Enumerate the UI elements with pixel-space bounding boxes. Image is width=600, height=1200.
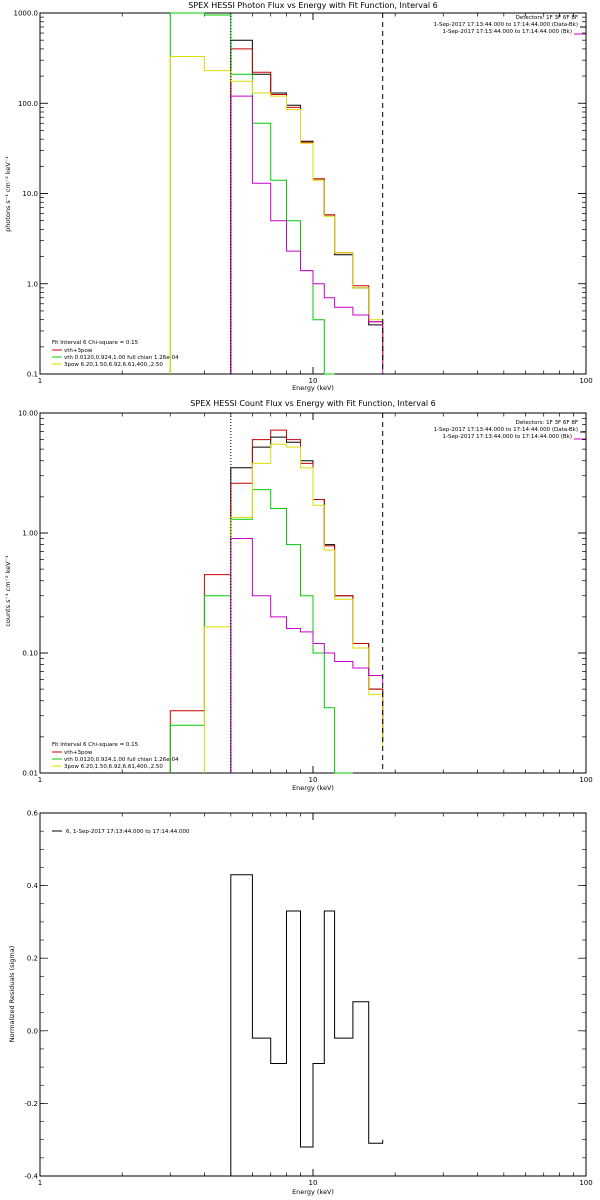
y-tick-label: 100.0: [18, 100, 38, 108]
series-line: [230, 874, 384, 1176]
chart-title: SPEX HESSI Count Flux vs Energy with Fit…: [190, 399, 435, 408]
series-line: [203, 443, 384, 773]
y-tick-label: 0.4: [27, 882, 39, 890]
y-axis-label: counts s⁻¹ cm⁻² keV⁻¹: [4, 555, 12, 627]
series-line: [169, 12, 335, 375]
data-bk-legend: 1-Sep-2017 17:13:44.000 to 17:14:44.000 …: [434, 22, 578, 28]
series-line: [169, 429, 384, 773]
y-tick-label: -0.2: [24, 1100, 38, 1108]
series-line: [230, 48, 384, 374]
series-line: [230, 39, 384, 374]
x-axis-label: Energy (keV): [292, 784, 334, 792]
y-tick-label: -0.4: [24, 1173, 38, 1181]
y-axis-label: Normalized Residuals (sigma): [8, 946, 16, 1043]
x-tick-label: 1: [38, 1179, 42, 1187]
y-tick-label: 1000.0: [14, 10, 39, 18]
y-tick-label: 0.0: [27, 1027, 38, 1035]
photon-flux-chart: SPEX HESSI Photon Flux vs Energy with Fi…: [4, 1, 593, 392]
x-tick-label: 10: [309, 776, 318, 784]
fit-legend-vth3pow: vth+3pow: [64, 348, 93, 354]
y-tick-label: 10.0: [22, 190, 38, 198]
count-flux-chart: SPEX HESSI Count Flux vs Energy with Fit…: [4, 399, 593, 792]
y-tick-label: 0.10: [22, 650, 38, 658]
x-tick-label: 1: [38, 377, 42, 385]
detectors-label: Detectors: 1F 3F 6F 8F: [516, 420, 578, 426]
residual-legend-label: 6, 1-Sep-2017 17:13:44.000 to 17:14:44.0…: [66, 829, 190, 835]
y-tick-label: 0.2: [27, 955, 38, 963]
y-axis-label: photons s⁻¹ cm⁻² keV⁻¹: [4, 156, 12, 232]
series-line: [169, 489, 353, 774]
y-tick-label: 0.6: [27, 810, 39, 818]
fit-legend-3pow: 3pow 6.20,1.50,6.92,6.61,400.,2.50: [64, 764, 163, 770]
series-line: [230, 538, 384, 773]
residuals-chart: Energy (keV) Normalized Residuals (sigma…: [8, 810, 593, 1197]
bk-legend: 1-Sep-2017 17:13:44.000 to 17:14:44.000 …: [443, 29, 573, 35]
y-tick-label: 0.1: [27, 371, 38, 379]
fit-legend-3pow: 3pow 6.20,1.50,6.92,6.61,400.,2.50: [64, 362, 163, 368]
y-tick-label: 0.01: [22, 770, 38, 778]
x-axis-label: Energy (keV): [292, 384, 334, 392]
x-tick-label: 10: [309, 377, 318, 385]
series-line: [230, 436, 384, 773]
fit-legend-vth3pow: vth+3pow: [64, 750, 93, 756]
chart-title: SPEX HESSI Photon Flux vs Energy with Fi…: [188, 1, 438, 10]
x-tick-label: 1: [38, 776, 42, 784]
fit-legend-vth: vth 0.0120,0.924,1.00 full chian 1.26e-0…: [64, 757, 179, 763]
y-tick-label: 1.00: [22, 530, 38, 538]
series-line: [169, 56, 384, 374]
series-line: [230, 95, 384, 374]
x-tick-label: 100: [579, 377, 592, 385]
y-tick-label: 10.00: [18, 410, 38, 418]
x-tick-label: 100: [579, 776, 592, 784]
x-tick-label: 100: [579, 1179, 592, 1187]
x-tick-label: 10: [309, 1179, 318, 1187]
detectors-label: Detectors: 1F 3F 6F 8F: [516, 15, 578, 21]
fit-legend-vth: vth 0.0120,0.924,1.00 full chian 1.26e-0…: [64, 355, 179, 361]
data-bk-legend: 1-Sep-2017 17:13:44.000 to 17:14:44.000 …: [434, 427, 578, 433]
y-tick-label: 1.0: [27, 280, 38, 288]
bk-legend: 1-Sep-2017 17:13:44.000 to 17:14:44.000 …: [443, 434, 573, 440]
x-axis-label: Energy (keV): [292, 1188, 334, 1196]
fit-info-line: Fit Interval 6 Chi-square = 0.15: [52, 742, 139, 748]
fit-info-line: Fit Interval 6 Chi-square = 0.15: [52, 340, 139, 346]
